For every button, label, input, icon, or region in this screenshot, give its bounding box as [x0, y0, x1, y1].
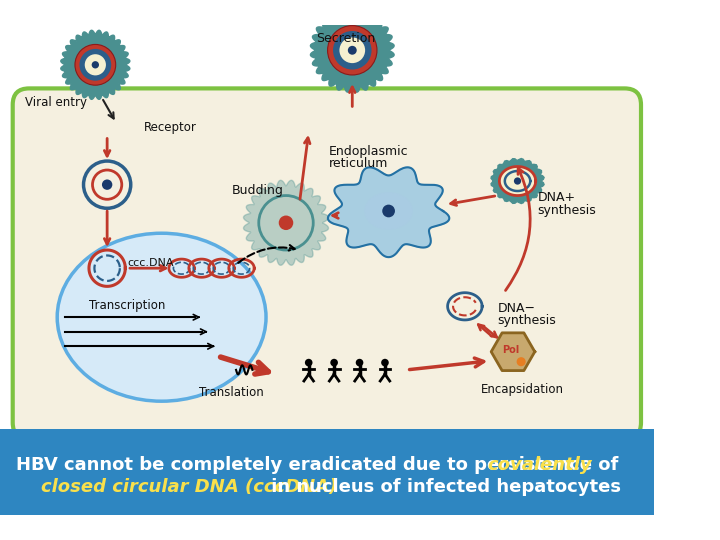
Polygon shape — [500, 166, 536, 195]
Text: Endoplasmic: Endoplasmic — [328, 145, 408, 158]
Circle shape — [79, 49, 111, 80]
Circle shape — [517, 357, 526, 366]
Circle shape — [91, 61, 99, 69]
Polygon shape — [491, 333, 535, 370]
Text: DNA+: DNA+ — [538, 191, 575, 204]
Polygon shape — [310, 9, 394, 92]
Text: ccc.DNA: ccc.DNA — [127, 258, 174, 268]
Text: HBV cannot be completely eradicated due to persistence of: HBV cannot be completely eradicated due … — [17, 456, 625, 474]
Polygon shape — [60, 30, 130, 99]
Text: DNA−: DNA− — [498, 302, 536, 315]
Text: Pol: Pol — [503, 345, 520, 355]
Text: Encapsidation: Encapsidation — [480, 383, 564, 396]
Circle shape — [381, 359, 389, 367]
Text: Secretion: Secretion — [316, 32, 375, 45]
Circle shape — [333, 31, 372, 70]
FancyBboxPatch shape — [0, 25, 654, 429]
Text: Transcription: Transcription — [89, 299, 166, 312]
Polygon shape — [243, 180, 328, 265]
Circle shape — [102, 179, 112, 190]
Circle shape — [356, 359, 364, 367]
Circle shape — [85, 54, 106, 76]
Circle shape — [348, 46, 356, 55]
Ellipse shape — [57, 233, 266, 401]
Circle shape — [330, 359, 338, 367]
FancyBboxPatch shape — [13, 89, 641, 439]
Text: synthesis: synthesis — [498, 314, 557, 327]
Text: Receptor: Receptor — [143, 121, 197, 134]
FancyBboxPatch shape — [0, 429, 654, 515]
Circle shape — [514, 178, 521, 185]
Polygon shape — [365, 193, 413, 229]
Text: synthesis: synthesis — [538, 204, 596, 217]
Polygon shape — [328, 167, 449, 257]
Text: reticulum: reticulum — [328, 158, 388, 171]
Polygon shape — [491, 159, 544, 204]
Circle shape — [382, 205, 395, 217]
Circle shape — [339, 37, 365, 63]
Text: Budding: Budding — [232, 184, 284, 197]
Circle shape — [75, 44, 116, 85]
Text: closed circular DNA (cccDNA): closed circular DNA (cccDNA) — [17, 478, 338, 496]
Text: in nucleus of infected hepatocytes: in nucleus of infected hepatocytes — [265, 478, 621, 496]
Circle shape — [305, 359, 312, 367]
Circle shape — [279, 215, 293, 230]
Text: Viral entry: Viral entry — [25, 96, 87, 109]
Text: covalently: covalently — [487, 456, 592, 474]
Text: Translation: Translation — [199, 386, 264, 399]
Circle shape — [328, 25, 377, 75]
